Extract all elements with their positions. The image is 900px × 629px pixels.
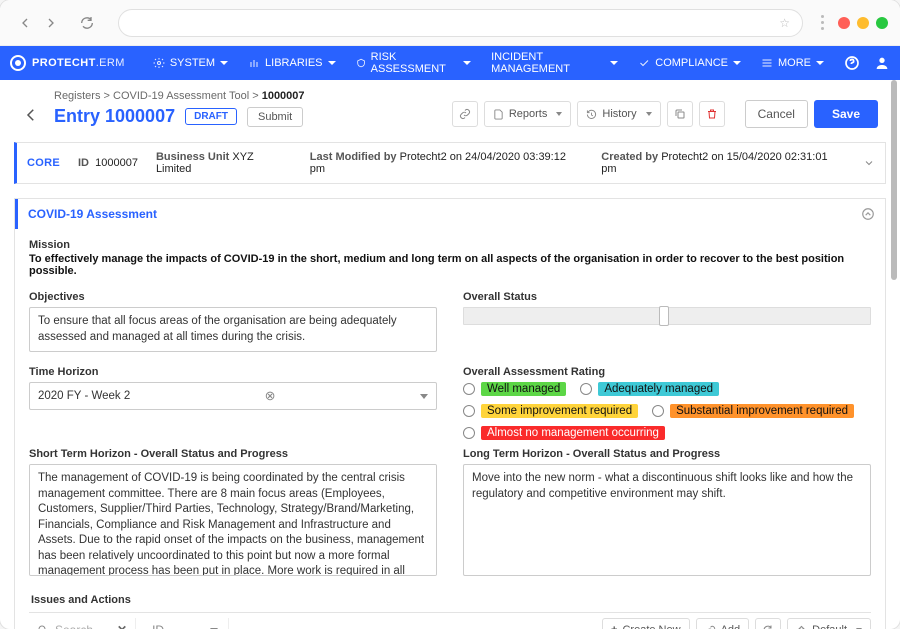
clear-search-icon[interactable]: ✕ — [117, 623, 127, 629]
breadcrumb: Registers > COVID-19 Assessment Tool > 1… — [54, 90, 452, 102]
rating-label: Overall Assessment Rating — [463, 366, 871, 378]
breadcrumb-current: 1000007 — [262, 90, 305, 102]
time-horizon-select[interactable]: 2020 FY - Week 2 ⊗ — [29, 382, 437, 410]
browser-chrome: ☆ — [0, 0, 900, 46]
minimize-icon[interactable] — [857, 17, 869, 29]
rating-option-2[interactable]: Some improvement required — [463, 404, 638, 418]
id-filter[interactable]: ID — [142, 618, 229, 629]
save-button[interactable]: Save — [814, 100, 878, 128]
brand-name: PROTECHT — [32, 57, 96, 69]
mission-text: To effectively manage the impacts of COV… — [29, 253, 871, 277]
time-horizon-label: Time Horizon — [29, 366, 437, 378]
chevron-down-icon[interactable] — [863, 157, 875, 169]
brand-logo[interactable]: PROTECHT.ERM — [10, 55, 125, 71]
page-title: Entry 1000007 — [54, 106, 175, 127]
rating-option-1[interactable]: Adequately managed — [580, 382, 719, 396]
section-title: COVID-19 Assessment — [28, 207, 157, 221]
core-label: CORE — [27, 157, 60, 169]
nav-compliance[interactable]: COMPLIANCE — [628, 46, 751, 80]
short-term-label: Short Term Horizon - Overall Status and … — [29, 448, 437, 460]
issues-title: Issues and Actions — [31, 594, 869, 606]
issues-toolbar: Search ✕ ID +Create New Add Default — [29, 612, 871, 629]
delete-icon[interactable] — [699, 101, 725, 127]
default-view-button[interactable]: Default — [787, 618, 871, 629]
help-icon[interactable] — [844, 55, 860, 71]
overall-status-slider[interactable] — [463, 307, 871, 325]
long-term-label: Long Term Horizon - Overall Status and P… — [463, 448, 871, 460]
nav-risk-assessment[interactable]: RISK ASSESSMENT — [346, 46, 482, 80]
cancel-button[interactable]: Cancel — [745, 100, 808, 128]
maximize-icon[interactable] — [876, 17, 888, 29]
draft-badge: DRAFT — [185, 108, 237, 125]
refresh-button[interactable] — [755, 618, 781, 629]
nav-system[interactable]: SYSTEM — [143, 46, 238, 80]
search-input[interactable]: Search ✕ — [29, 618, 136, 629]
back-icon[interactable] — [12, 10, 38, 36]
add-button[interactable]: Add — [696, 618, 750, 629]
menu-icon[interactable] — [821, 15, 824, 30]
create-new-button[interactable]: +Create New — [602, 618, 690, 629]
nav-incident-management[interactable]: INCIDENT MANAGEMENT — [481, 46, 628, 80]
star-icon[interactable]: ☆ — [779, 16, 790, 30]
window-controls — [838, 17, 888, 29]
forward-icon[interactable] — [38, 10, 64, 36]
link-icon[interactable] — [452, 101, 478, 127]
clear-icon[interactable]: ⊗ — [265, 388, 276, 404]
scrollbar[interactable] — [891, 80, 897, 629]
breadcrumb-tool[interactable]: COVID-19 Assessment Tool — [113, 90, 249, 102]
nav-more[interactable]: MORE — [751, 46, 834, 80]
reports-button[interactable]: Reports — [484, 101, 572, 127]
collapse-icon[interactable] — [861, 207, 875, 221]
rating-option-4[interactable]: Almost no management occurring — [463, 426, 665, 440]
mission-label: Mission — [29, 239, 871, 251]
chevron-down-icon — [420, 394, 428, 399]
search-icon — [37, 624, 49, 629]
refresh-icon[interactable] — [74, 10, 100, 36]
app-navbar: PROTECHT.ERM SYSTEM LIBRARIES RISK ASSES… — [0, 46, 900, 80]
objectives-label: Objectives — [29, 291, 437, 303]
rating-option-0[interactable]: Well managed — [463, 382, 566, 396]
submit-button[interactable]: Submit — [247, 107, 303, 127]
brand-suffix: .ERM — [96, 57, 125, 69]
breadcrumb-registers[interactable]: Registers — [54, 90, 100, 102]
close-icon[interactable] — [838, 17, 850, 29]
objectives-field[interactable]: To ensure that all focus areas of the or… — [29, 307, 437, 352]
short-term-field[interactable]: The management of COVID-19 is being coor… — [29, 464, 437, 576]
rating-options: Well managed Adequately managed Some impro… — [463, 382, 871, 440]
nav-libraries[interactable]: LIBRARIES — [238, 46, 345, 80]
history-button[interactable]: History — [577, 101, 660, 127]
long-term-field[interactable]: Move into the new norm - what a disconti… — [463, 464, 871, 576]
assessment-section: COVID-19 Assessment Mission To effective… — [14, 198, 886, 629]
back-button[interactable] — [22, 106, 40, 124]
core-panel: CORE ID 1000007 Business Unit XYZ Limite… — [14, 142, 886, 184]
address-bar[interactable]: ☆ — [118, 9, 803, 37]
user-icon[interactable] — [874, 55, 890, 71]
overall-status-label: Overall Status — [463, 291, 871, 303]
copy-icon[interactable] — [667, 101, 693, 127]
rating-option-3[interactable]: Substantial improvement required — [652, 404, 854, 418]
